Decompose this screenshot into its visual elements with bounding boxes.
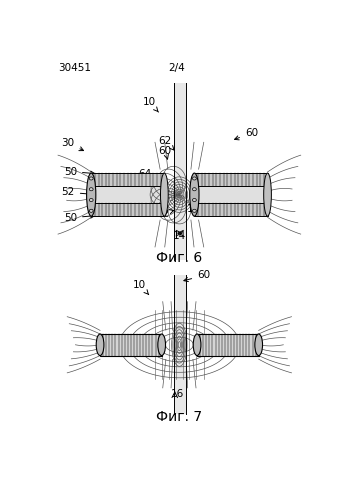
Ellipse shape — [89, 177, 93, 180]
Ellipse shape — [89, 209, 93, 213]
Bar — [174, 83, 186, 260]
Ellipse shape — [193, 209, 196, 213]
Ellipse shape — [255, 334, 262, 356]
Bar — [91, 203, 164, 216]
Text: 30451: 30451 — [58, 63, 91, 73]
Bar — [194, 203, 267, 216]
Ellipse shape — [158, 334, 166, 356]
Text: 14: 14 — [173, 231, 186, 241]
Text: 10: 10 — [133, 280, 149, 294]
Text: 10: 10 — [143, 97, 159, 112]
Text: 2/4: 2/4 — [168, 63, 184, 73]
Bar — [174, 275, 186, 414]
Bar — [194, 186, 267, 203]
Text: 64: 64 — [139, 169, 155, 179]
Bar — [91, 186, 164, 203]
Text: 30: 30 — [62, 138, 84, 151]
Ellipse shape — [193, 334, 201, 356]
Text: 62: 62 — [159, 136, 175, 151]
Ellipse shape — [193, 177, 196, 180]
Text: 50: 50 — [64, 213, 95, 223]
Ellipse shape — [161, 173, 168, 216]
Text: Фиг. 7: Фиг. 7 — [156, 410, 202, 424]
Text: 60: 60 — [159, 146, 172, 159]
Text: 16: 16 — [171, 389, 184, 399]
Ellipse shape — [264, 173, 271, 216]
Ellipse shape — [89, 188, 93, 191]
Ellipse shape — [96, 334, 104, 356]
Text: 62: 62 — [156, 209, 174, 219]
Bar — [197, 334, 259, 356]
Text: Фиг. 6: Фиг. 6 — [156, 251, 203, 265]
Text: 60: 60 — [222, 336, 254, 350]
Ellipse shape — [193, 188, 196, 191]
Text: 60: 60 — [239, 208, 260, 218]
Text: 60: 60 — [184, 270, 210, 281]
Text: 16: 16 — [187, 204, 200, 214]
Ellipse shape — [86, 173, 96, 216]
Text: 52: 52 — [62, 187, 93, 197]
Ellipse shape — [190, 173, 199, 216]
Text: 60: 60 — [234, 128, 258, 140]
Bar — [194, 173, 267, 186]
Bar — [100, 334, 162, 356]
Ellipse shape — [193, 199, 196, 202]
Text: 50: 50 — [64, 167, 95, 177]
Bar — [91, 173, 164, 186]
Ellipse shape — [89, 199, 93, 202]
